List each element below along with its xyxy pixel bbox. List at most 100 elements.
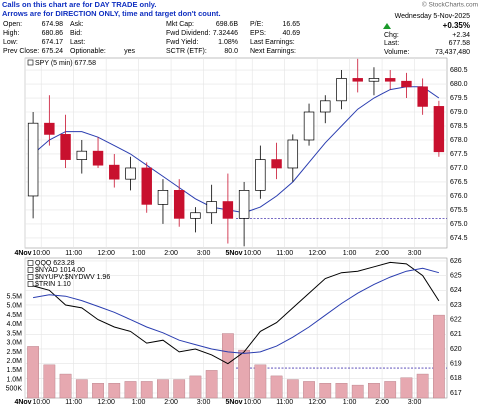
- y2-tick-label: 3.0M: [6, 340, 22, 347]
- x-tick-label: 11:00: [276, 250, 293, 257]
- label: Last:: [384, 40, 399, 47]
- volume-bar: [416, 373, 429, 399]
- y-tick-label: 680.0: [450, 81, 468, 88]
- volume-bar: [433, 314, 445, 399]
- x-tick-label: 10:00: [32, 250, 50, 257]
- y-tick-label: 675.5: [450, 207, 468, 214]
- x-tick-label: 1:00: [343, 250, 357, 257]
- y-tick-label: 618: [450, 375, 462, 382]
- x-tick-label: 11:00: [65, 399, 82, 406]
- candle-body: [44, 122, 55, 135]
- quote-label: EPS:: [250, 30, 266, 37]
- date: Wednesday 5-Nov-2025: [395, 13, 470, 20]
- candle-body: [384, 78, 396, 82]
- quote-label: Last Earnings:: [250, 39, 295, 46]
- candle-body: [27, 122, 39, 197]
- moving-average: [32, 86, 440, 214]
- y-tick-label: 677.5: [450, 151, 468, 158]
- volume-bar: [205, 370, 218, 399]
- quote-label: Optionable:: [70, 48, 106, 55]
- candle-body: [352, 78, 363, 82]
- y-tick-label: 617: [450, 390, 462, 397]
- y2-tick-label: 5.0M: [6, 303, 22, 310]
- volume-bar: [75, 379, 88, 399]
- quote-value: 680.86: [42, 30, 64, 37]
- quote-value: yes: [124, 48, 135, 55]
- candle-body: [320, 100, 331, 113]
- legend-swatch: [27, 274, 34, 280]
- quote-value: 80.0: [224, 48, 238, 55]
- legend-swatch: [27, 59, 34, 66]
- notice: Arrows are for DIRECTION ONLY, time and …: [2, 9, 221, 18]
- candle-body: [173, 190, 185, 219]
- notice: Calls on this chart are for DAY TRADE on…: [2, 0, 156, 9]
- legend-swatch: [27, 281, 34, 287]
- x-tick-label: 1:00: [343, 399, 357, 406]
- quote-value: 674.98: [42, 21, 64, 28]
- change: +2.34: [452, 32, 470, 39]
- y2-tick-label: 1.0M: [6, 376, 22, 383]
- quote-value: 40.69: [282, 30, 300, 37]
- legend-label: SPY (5 min) 677.58: [35, 60, 96, 67]
- quote-value: 675.24: [42, 48, 64, 55]
- price-line: [33, 267, 440, 354]
- quote-label: P/E:: [250, 21, 263, 28]
- x-tick-label: 2:00: [375, 399, 389, 406]
- legend-swatch: [27, 260, 34, 266]
- quote-label: Mkt Cap:: [166, 21, 194, 28]
- y2-tick-label: 4.5M: [6, 312, 22, 319]
- volume-bar: [286, 379, 299, 399]
- y-tick-label: 679.0: [450, 109, 468, 116]
- volume-bar: [400, 377, 413, 399]
- y-tick-label: 626: [450, 258, 462, 265]
- volume-bar: [92, 383, 104, 399]
- volume-bar: [222, 333, 234, 399]
- quote-label: Next Earnings:: [250, 48, 296, 55]
- candle-body: [303, 111, 315, 141]
- x-tick-label: 11:00: [276, 399, 293, 406]
- x-tick-label: 2:00: [164, 399, 178, 406]
- x-tick-label: 12:00: [308, 399, 326, 406]
- candle-body: [92, 150, 104, 166]
- candle-body: [125, 167, 136, 180]
- y-tick-label: 622: [450, 316, 462, 323]
- candle-body: [368, 78, 380, 82]
- y-tick-label: 675.0: [450, 221, 468, 228]
- x-tick-label: 12:00: [97, 250, 115, 257]
- y-tick-label: 680.5: [450, 67, 468, 74]
- y2-tick-label: 3.5M: [6, 330, 22, 337]
- legend-swatch: [27, 267, 34, 273]
- quote-value: 1.08%: [218, 39, 238, 46]
- candle-body: [206, 201, 217, 214]
- volume-bar: [27, 346, 39, 399]
- x-tick-label: 11:00: [65, 250, 82, 257]
- last: 677.58: [449, 40, 471, 47]
- volume-bar: [335, 383, 348, 399]
- volume-bar: [189, 375, 202, 399]
- candle-body: [336, 78, 347, 102]
- volume-bar: [157, 379, 169, 399]
- y-tick-label: 674.5: [450, 235, 468, 242]
- copyright: © StockCharts.com: [422, 1, 478, 9]
- candle-body: [238, 190, 250, 219]
- volume-bar: [108, 383, 121, 399]
- y-tick-label: 621: [450, 331, 462, 338]
- y2-tick-label: 1.5M: [6, 367, 22, 374]
- candle-body: [255, 159, 266, 191]
- y-tick-label: 679.5: [450, 95, 468, 102]
- y2-tick-label: 2.0M: [6, 358, 22, 365]
- volume-bar: [43, 364, 56, 399]
- y2-tick-label: 5.5M: [6, 294, 22, 301]
- candle-body: [60, 134, 71, 160]
- volume-bar: [238, 349, 250, 399]
- x-tick-label: 5Nov: [225, 399, 242, 406]
- legend-label: $NYAD 1014.00: [35, 267, 85, 274]
- y-tick-label: 620: [450, 346, 462, 353]
- volume-bar: [319, 383, 332, 399]
- x-tick-label: 1:00: [132, 250, 146, 257]
- x-tick-label: 10:00: [32, 399, 50, 406]
- x-tick-label: 4Nov: [14, 399, 31, 406]
- volume-bar: [124, 381, 137, 399]
- legend-label: $NYUPV:$NYDWV 1.96: [35, 274, 110, 281]
